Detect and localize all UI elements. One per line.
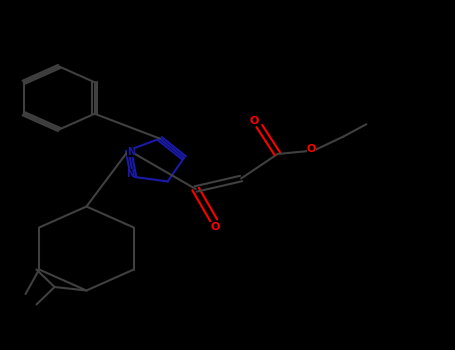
- Text: O: O: [307, 144, 316, 154]
- Text: O: O: [210, 222, 219, 232]
- Text: N: N: [126, 169, 134, 179]
- Text: O: O: [249, 116, 258, 126]
- Text: N: N: [127, 147, 135, 157]
